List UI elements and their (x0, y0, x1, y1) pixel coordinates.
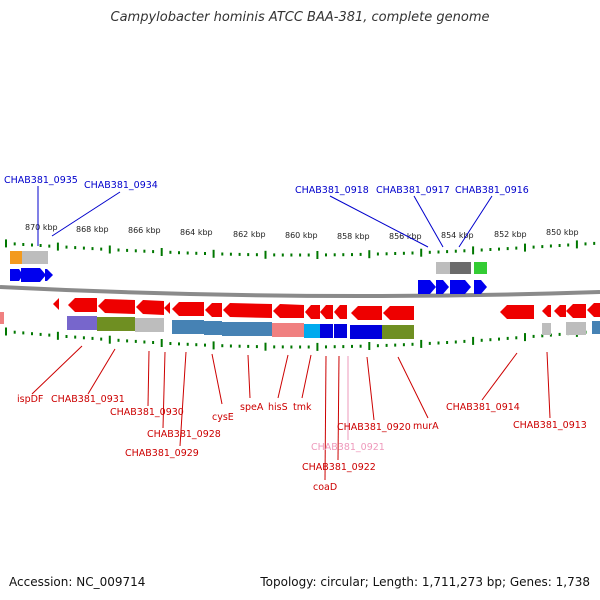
gene-label: CHAB381_0931 (51, 394, 125, 405)
reverse-gene-arrow (566, 304, 586, 318)
forward-gene-arrow (474, 280, 487, 294)
scale-label: 862 kbp (233, 230, 266, 239)
genome-title: Campylobacter hominis ATCC BAA-381, comp… (110, 10, 490, 25)
reverse-gene-arrow (164, 302, 170, 314)
scale-label: 864 kbp (180, 228, 213, 237)
forward-gene-arrow (436, 280, 449, 294)
reverse-labels: ispDF CHAB381_0931 CHAB381_0930 cysE CHA… (17, 394, 587, 493)
gene-label: CHAB381_0928 (147, 429, 221, 440)
scale-label: 856 kbp (389, 232, 422, 241)
scale-label: 850 kbp (546, 228, 579, 237)
feature-box (542, 323, 551, 335)
gene-label: coaD (313, 482, 337, 493)
reverse-gene-arrow (500, 305, 534, 319)
scale-label: 866 kbp (128, 226, 161, 235)
gene-label: CHAB381_0935 (4, 175, 78, 186)
gene-label: CHAB381_0920 (337, 422, 411, 433)
scale-label: 852 kbp (494, 230, 527, 239)
forward-gene-track (10, 268, 487, 294)
reverse-gene-arrow (68, 298, 97, 312)
genome-backbone (0, 285, 600, 298)
gene-label: speA (240, 402, 264, 413)
gene-label: CHAB381_0922 (302, 462, 376, 473)
feature-box (204, 321, 222, 335)
feature-box (350, 325, 382, 339)
reverse-gene-arrow (305, 305, 320, 319)
gene-label: CHAB381_0913 (513, 420, 587, 431)
feature-box (334, 324, 347, 338)
scale-labels: 870 kbp 868 kbp 866 kbp 864 kbp 862 kbp … (25, 223, 579, 241)
reverse-gene-arrow (320, 305, 333, 319)
scale-label: 870 kbp (25, 223, 58, 232)
forward-leader-lines (37, 186, 493, 248)
forward-tick-row (5, 239, 596, 259)
scale-label: 858 kbp (337, 232, 370, 241)
forward-gene-arrow (21, 268, 46, 282)
feature-box (272, 323, 304, 337)
reverse-gene-arrow (53, 298, 59, 310)
accession-text: Accession: NC_009714 (9, 575, 146, 589)
forward-gene-arrow (45, 269, 53, 281)
reverse-gene-arrow (98, 299, 135, 314)
feature-box (382, 325, 414, 339)
feature-box (10, 251, 22, 264)
gene-label: CHAB381_0921 (311, 442, 385, 453)
forward-labels: CHAB381_0935 CHAB381_0934 CHAB381_0918 C… (4, 175, 529, 196)
gene-label: ispDF (17, 394, 43, 405)
gene-label: CHAB381_0934 (84, 180, 158, 191)
gene-label: hisS (268, 402, 288, 413)
gene-label: cysE (212, 412, 234, 423)
scale-label: 854 kbp (441, 231, 474, 240)
reverse-gene-arrow (542, 305, 551, 317)
feature-box (172, 320, 204, 334)
feature-box (97, 317, 135, 331)
feature-box (320, 324, 333, 338)
reverse-gene-arrow (587, 303, 600, 317)
gene-label: tmk (293, 402, 312, 413)
reverse-gene-track (53, 298, 600, 320)
feature-box (566, 322, 586, 335)
reverse-gene-arrow (273, 304, 304, 318)
gene-label: murA (413, 421, 439, 432)
reverse-gene-arrow (334, 305, 347, 319)
scale-label: 860 kbp (285, 231, 318, 240)
feature-box (436, 262, 450, 274)
reverse-feature-track (0, 312, 600, 339)
gene-label: CHAB381_0914 (446, 402, 520, 413)
topology-text: Topology: circular; Length: 1,711,273 bp… (260, 575, 590, 589)
reverse-gene-arrow (223, 303, 272, 318)
gene-label: CHAB381_0929 (125, 448, 199, 459)
forward-gene-arrow (450, 280, 471, 294)
gene-label: CHAB381_0930 (110, 407, 184, 418)
feature-box (222, 322, 272, 336)
feature-box (135, 318, 164, 332)
feature-box (450, 262, 471, 274)
forward-gene-arrow (418, 280, 436, 294)
gene-label: CHAB381_0917 (376, 185, 450, 196)
gene-label: CHAB381_0918 (295, 185, 369, 196)
feature-box (67, 316, 97, 330)
scale-label: 868 kbp (76, 225, 109, 234)
feature-box (0, 312, 4, 324)
feature-box (22, 251, 48, 264)
reverse-gene-arrow (172, 302, 204, 316)
feature-box (592, 321, 600, 334)
feature-box (304, 324, 320, 338)
reverse-leader-lines (31, 345, 551, 481)
reverse-gene-arrow (136, 300, 164, 315)
reverse-gene-arrow (554, 305, 566, 317)
forward-gene-arrow (10, 269, 23, 281)
forward-feature-track (10, 251, 487, 274)
reverse-gene-arrow (205, 303, 222, 317)
feature-box (474, 262, 487, 274)
gene-label: CHAB381_0916 (455, 185, 529, 196)
reverse-gene-arrow (383, 306, 414, 320)
reverse-gene-arrow (351, 306, 382, 320)
